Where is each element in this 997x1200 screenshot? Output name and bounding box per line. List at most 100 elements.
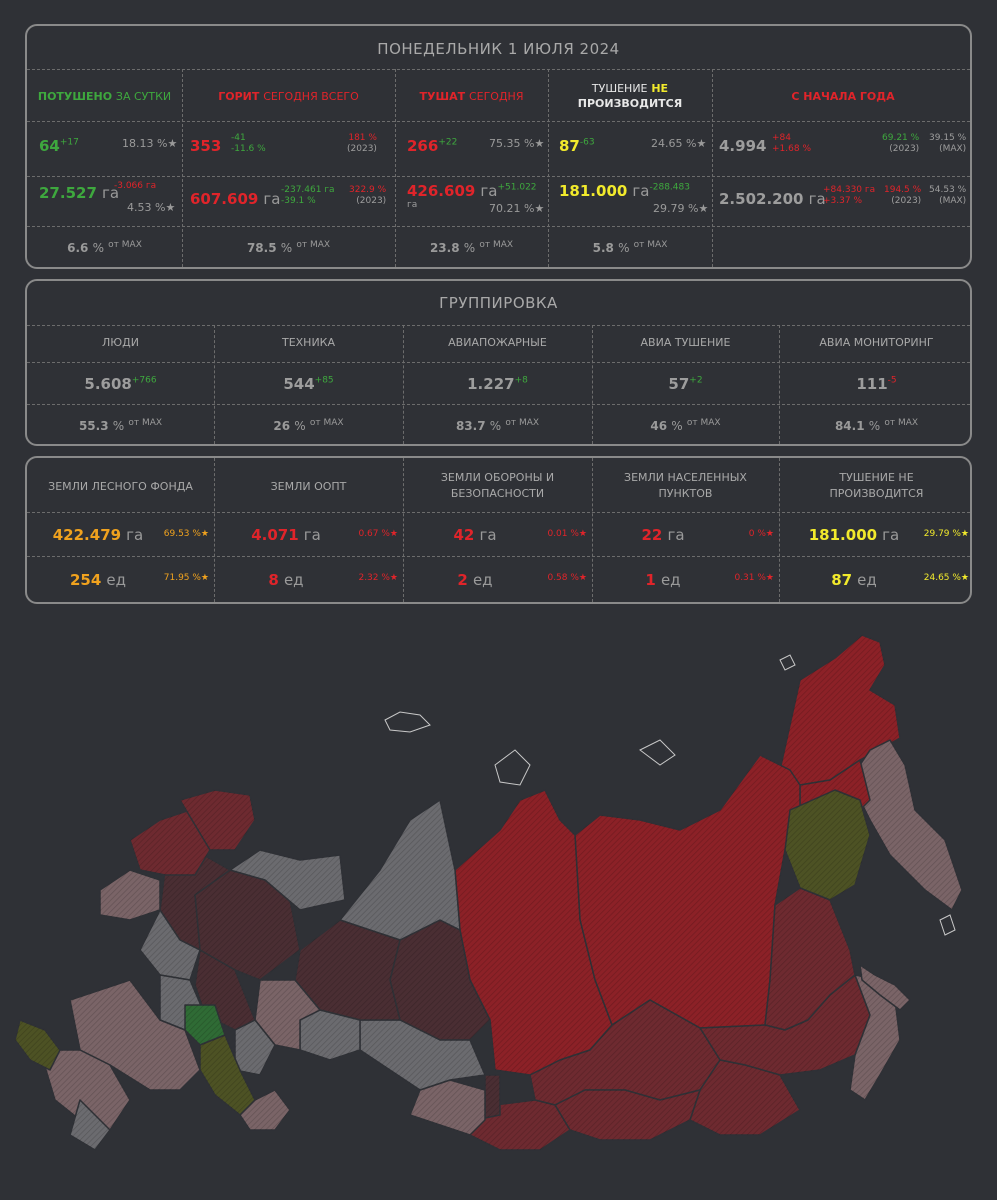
header-ytd: С НАЧАЛА ГОДА [791, 90, 895, 103]
ytd-count-delta: +84 +1.68 % [772, 133, 811, 154]
land-count: 1 ед [645, 571, 681, 589]
land-count: 254 ед [69, 571, 126, 589]
burning-area-delta: -237.461 га -39.1 % [281, 185, 335, 206]
region-kamchatka-hatch [850, 740, 962, 910]
island-outline [384, 711, 431, 733]
burning-max: 78.5 % от MAX [246, 240, 331, 255]
land-area: 4.071 га [251, 526, 321, 544]
ytd-area-cmp: 194.5 % (2023) [884, 185, 922, 206]
region-khmao-hatch [295, 920, 400, 1020]
ytd-area-delta: +84.330 га +3.37 % [823, 185, 876, 206]
group-value: 544+85 [283, 375, 334, 393]
island-outline [939, 914, 956, 936]
region-yanao-hatch [340, 800, 460, 940]
fighting-count-pct: 75.35 %★ [489, 137, 545, 150]
extinguished-area-delta: -3.066 га [114, 181, 157, 191]
land-label: ЗЕМЛИ НАСЕЛЕННЫХ ПУНКТОВ [624, 471, 747, 500]
not-fighting-count-pct: 24.65 %★ [651, 137, 707, 150]
land-count-pct: 0.31 %★ [734, 573, 774, 583]
group-value: 5.608+766 [84, 375, 157, 393]
region-tatarstan-hatch [185, 1005, 225, 1045]
group-label: АВИАПОЖАРНЫЕ [448, 336, 547, 349]
land-label: ЗЕМЛИ ОБОРОНЫ И БЕЗОПАСНОСТИ [440, 471, 555, 500]
group-value: 57+2 [668, 375, 703, 393]
region-sakhalin-hatch [860, 965, 910, 1010]
land-area: 422.479 га [52, 526, 144, 544]
not-fighting-area-pct: 29.79 %★ [653, 202, 709, 215]
fighting-max: 23.8 % от MAX [429, 240, 514, 255]
land-area-pct: 29.79 %★ [923, 529, 969, 539]
land-label: ТУШЕНИЕ НЕ ПРОИЗВОДИТСЯ [829, 471, 924, 500]
fighting-area-pct: 70.21 %★ [489, 202, 545, 215]
land-count-pct: 0.58 %★ [547, 573, 587, 583]
burning-count: 353 [190, 137, 222, 155]
region-khabarovsk-olive-hatch [785, 790, 870, 900]
group-value: 1.227+8 [467, 375, 528, 393]
daily-stats-panel: ПОНЕДЕЛЬНИК 1 ИЮЛЯ 2024 ПОТУШЕНО ЗА СУТК… [25, 24, 972, 269]
region-tyumen-hatch [255, 980, 320, 1050]
burning-area-cmp: 322.9 % (2023) [349, 185, 387, 206]
group-max: 84.1 % от MAX [834, 418, 919, 433]
region-karelia-hatch [130, 810, 210, 875]
header-extinguished: ПОТУШЕНО ЗА СУТКИ [37, 90, 172, 103]
region-zabaikalye-hatch [690, 1060, 800, 1135]
russia-regions-map [14, 634, 963, 1151]
land-area-pct: 69.53 %★ [163, 529, 209, 539]
group-max: 26 % от MAX [273, 418, 344, 433]
island-outline [639, 739, 676, 766]
region-dagestan-hatch [70, 1100, 110, 1150]
burning-count-cmp: 181 % (2023) [347, 133, 377, 154]
not-fighting-max: 5.8 % от MAX [592, 240, 668, 255]
group-label: ТЕХНИКА [281, 336, 336, 349]
region-leningrad-hatch [100, 870, 160, 920]
burning-area: 607.609 га [190, 190, 281, 208]
land-count: 8 ед [268, 571, 304, 589]
page-title: ПОНЕДЕЛЬНИК 1 ИЮЛЯ 2024 [377, 40, 620, 58]
land-area: 22 га [641, 526, 685, 544]
land-count: 87 ед [831, 571, 877, 589]
group-label: АВИА ТУШЕНИЕ [640, 336, 731, 349]
ytd-area: 2.502.200 га [719, 190, 826, 208]
land-count-pct: 2.32 %★ [358, 573, 398, 583]
header-not-fighting: ТУШЕНИЕ НЕ ПРОИЗВОДИТСЯ [577, 82, 683, 110]
group-max: 83.7 % от MAX [455, 418, 540, 433]
header-fighting: ТУШАТ СЕГОДНЯ [419, 90, 524, 103]
region-omsk-hatch [300, 1010, 360, 1060]
group-value: 111-5 [856, 375, 897, 393]
region-krasnoyarsk-hatch [455, 790, 612, 1075]
grouping-title: ГРУППИРОВКА [439, 294, 558, 312]
header-burning: ГОРИТ СЕГОДНЯ ВСЕГО [218, 90, 359, 103]
not-fighting-area: 181.000 га-288.483 [559, 182, 690, 200]
region-khakassia-hatch [485, 1075, 500, 1118]
ytd-count-max: 39.15 % (MAX) [929, 133, 967, 154]
region-altai-hatch [410, 1080, 485, 1135]
ytd-area-max: 54.53 % (MAX) [929, 185, 967, 206]
land-area-pct: 0.67 %★ [358, 529, 398, 539]
group-label: АВИА МОНИТОРИНГ [819, 336, 934, 349]
region-komi-hatch [195, 870, 300, 980]
group-label: ЛЮДИ [102, 336, 139, 349]
land-count-pct: 24.65 %★ [923, 573, 969, 583]
fighting-area: 426.609 га+51.022 га [407, 182, 537, 210]
extinguished-area-pct: 4.53 %★ [127, 201, 176, 214]
region-yekaterinburg-hatch [235, 1020, 275, 1075]
land-area-pct: 0 %★ [748, 529, 774, 539]
land-area: 42 га [453, 526, 497, 544]
extinguished-max: 6.6 % от MAX [67, 240, 142, 255]
region-amur-hatch [700, 975, 870, 1075]
region-buryatia-hatch [555, 1090, 700, 1140]
region-yakutia-hatch [575, 755, 800, 1028]
extinguished-count: 64+17 [39, 137, 79, 155]
region-primorye-hatch [850, 975, 900, 1100]
region-bashkortostan-hatch [200, 1035, 255, 1115]
land-count: 2 ед [457, 571, 493, 589]
lands-panel: ЗЕМЛИ ЛЕСНОГО ФОНДА 422.479 га 69.53 %★ … [25, 456, 972, 604]
land-label: ЗЕМЛИ ЛЕСНОГО ФОНДА [48, 480, 193, 493]
ytd-count: 4.994 [719, 137, 767, 155]
region-chukotka-hatch [780, 635, 900, 785]
region-chelyabinsk-hatch [240, 1090, 290, 1130]
extinguished-count-pct: 18.13 %★ [122, 137, 178, 150]
region-novosibirsk-hatch [360, 1020, 485, 1090]
region-central-hatch [70, 980, 200, 1090]
land-area: 181.000 га [808, 526, 900, 544]
